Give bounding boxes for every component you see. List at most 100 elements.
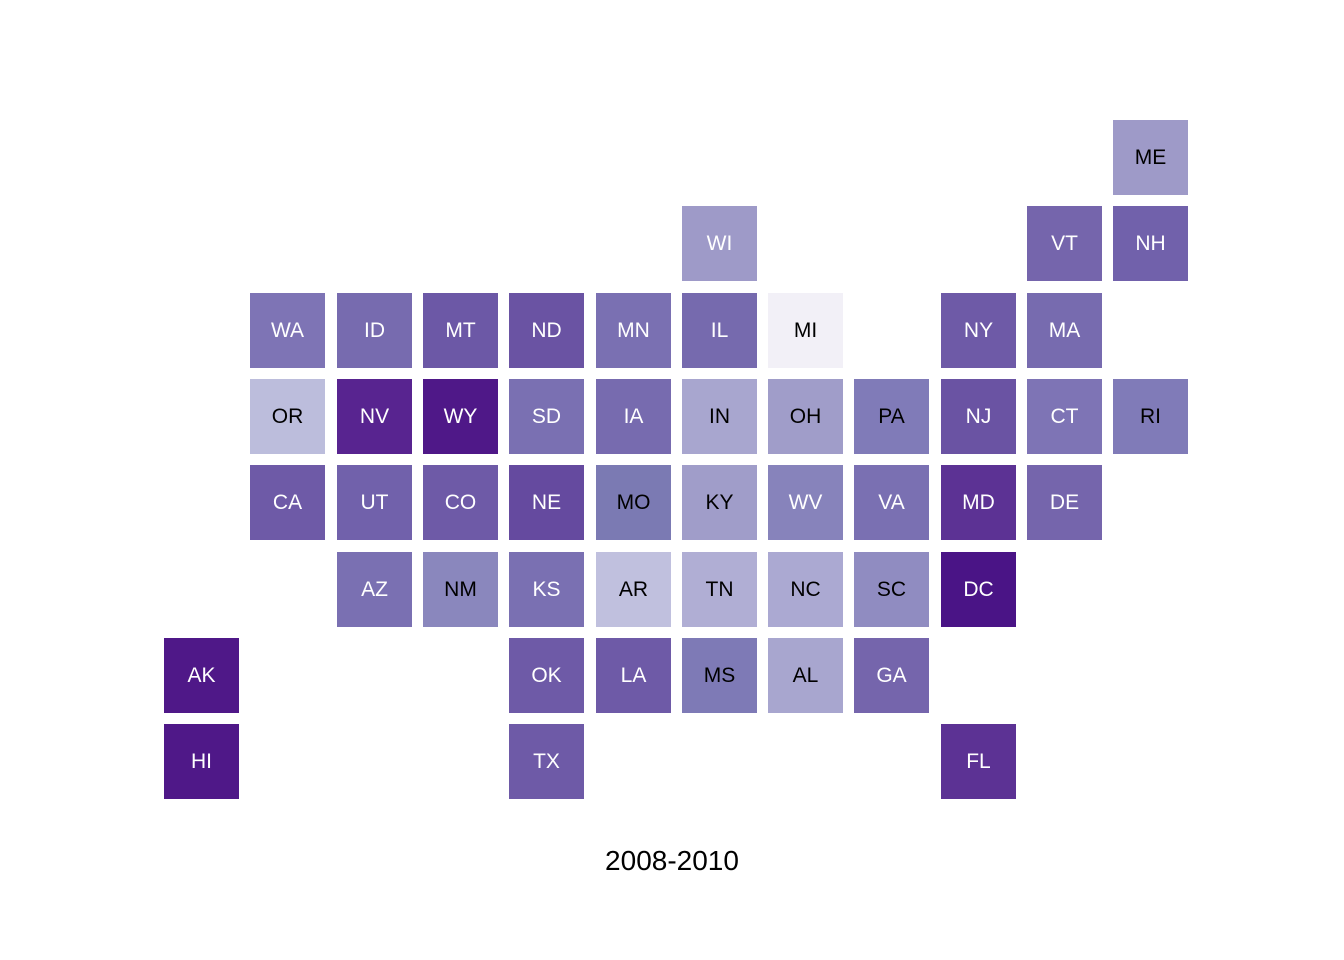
state-label: OR (271, 404, 304, 428)
state-label: VA (878, 490, 905, 514)
state-tile-ut: UT (337, 465, 412, 540)
state-tile-sd: SD (509, 379, 584, 454)
state-tile-ms: MS (682, 638, 757, 713)
state-tile-hi: HI (164, 724, 239, 799)
state-label: AL (792, 663, 819, 687)
state-label: NH (1135, 231, 1166, 255)
state-tile-il: IL (682, 293, 757, 368)
state-tile-co: CO (423, 465, 498, 540)
state-label: KY (705, 490, 734, 514)
state-tile-tx: TX (509, 724, 584, 799)
state-tile-az: AZ (337, 552, 412, 627)
state-tile-in: IN (682, 379, 757, 454)
state-label: MS (703, 663, 736, 687)
state-label: FL (966, 749, 991, 773)
state-label: SC (876, 577, 907, 601)
state-label: KS (532, 577, 561, 601)
state-label: DC (963, 577, 994, 601)
state-tile-or: OR (250, 379, 325, 454)
state-tile-ia: IA (596, 379, 671, 454)
state-label: ID (364, 318, 385, 342)
state-label: MI (793, 318, 818, 342)
state-tile-ca: CA (250, 465, 325, 540)
state-tile-ne: NE (509, 465, 584, 540)
state-tile-nd: ND (509, 293, 584, 368)
state-label: TN (705, 577, 734, 601)
state-label: WI (706, 231, 733, 255)
state-tile-nv: NV (337, 379, 412, 454)
state-label: NC (790, 577, 821, 601)
state-label: NV (359, 404, 390, 428)
state-tile-wv: WV (768, 465, 843, 540)
state-tile-ct: CT (1027, 379, 1102, 454)
state-tile-wa: WA (250, 293, 325, 368)
state-label: MA (1048, 318, 1081, 342)
state-label: WV (788, 490, 823, 514)
state-tile-mi: MI (768, 293, 843, 368)
state-tile-id: ID (337, 293, 412, 368)
state-label: AR (618, 577, 649, 601)
state-label: CT (1050, 404, 1079, 428)
state-tile-oh: OH (768, 379, 843, 454)
state-label: MT (445, 318, 476, 342)
state-label: GA (876, 663, 907, 687)
state-tile-mt: MT (423, 293, 498, 368)
state-tile-nj: NJ (941, 379, 1016, 454)
state-label: DE (1049, 490, 1080, 514)
state-tile-la: LA (596, 638, 671, 713)
state-tile-vt: VT (1027, 206, 1102, 281)
state-tile-wi: WI (682, 206, 757, 281)
state-tile-ok: OK (509, 638, 584, 713)
state-label: MN (617, 318, 650, 342)
state-label: ME (1134, 145, 1167, 169)
state-tile-ri: RI (1113, 379, 1188, 454)
state-tile-ny: NY (941, 293, 1016, 368)
map-caption: 2008-2010 (605, 845, 739, 876)
state-tile-tn: TN (682, 552, 757, 627)
state-tile-sc: SC (854, 552, 929, 627)
state-tile-pa: PA (854, 379, 929, 454)
state-label: NJ (965, 404, 992, 428)
state-tile-ks: KS (509, 552, 584, 627)
state-tile-va: VA (854, 465, 929, 540)
state-tile-ar: AR (596, 552, 671, 627)
state-tile-mn: MN (596, 293, 671, 368)
state-label: CO (444, 490, 477, 514)
state-tile-fl: FL (941, 724, 1016, 799)
state-tile-ky: KY (682, 465, 757, 540)
state-label: NE (531, 490, 562, 514)
state-tile-de: DE (1027, 465, 1102, 540)
state-label: IA (623, 404, 644, 428)
state-label: MO (616, 490, 651, 514)
state-tile-mo: MO (596, 465, 671, 540)
state-tile-wy: WY (423, 379, 498, 454)
state-label: NY (963, 318, 994, 342)
state-label: WA (270, 318, 305, 342)
state-tile-nm: NM (423, 552, 498, 627)
state-label: IN (709, 404, 730, 428)
state-tile-al: AL (768, 638, 843, 713)
state-tile-ak: AK (164, 638, 239, 713)
state-label: VT (1051, 231, 1078, 255)
state-label: MD (962, 490, 995, 514)
state-label: UT (360, 490, 389, 514)
state-tile-nc: NC (768, 552, 843, 627)
state-tile-md: MD (941, 465, 1016, 540)
state-tile-me: ME (1113, 120, 1188, 195)
state-label: IL (710, 318, 729, 342)
state-label: RI (1140, 404, 1161, 428)
state-label: TX (533, 749, 560, 773)
state-label: OK (531, 663, 562, 687)
state-label: CA (272, 490, 303, 514)
state-label: NM (444, 577, 477, 601)
state-tile-ma: MA (1027, 293, 1102, 368)
state-label: HI (191, 749, 212, 773)
state-tile-ga: GA (854, 638, 929, 713)
state-label: ND (531, 318, 562, 342)
state-label: LA (620, 663, 647, 687)
state-tile-nh: NH (1113, 206, 1188, 281)
state-tile-dc: DC (941, 552, 1016, 627)
state-label: OH (789, 404, 822, 428)
state-label: SD (531, 404, 562, 428)
